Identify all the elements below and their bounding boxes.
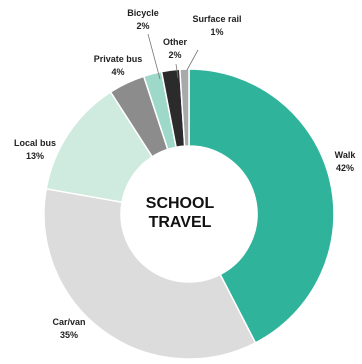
slice-label-private-bus: Private bus — [94, 54, 143, 64]
slice-value-private-bus: 4% — [111, 67, 124, 77]
slice-labels: Walk 42% Car/van 35% Local bus 13% Private bus… — [14, 8, 356, 340]
slice-label-bicycle: Bicycle — [127, 8, 159, 18]
connector-surface-rail — [186, 49, 199, 71]
center-title-line-2: TRAVEL — [149, 214, 212, 231]
slice-car-van — [43, 187, 257, 360]
slice-label-other: Other — [163, 37, 188, 47]
center-title-line-1: SCHOOL — [146, 195, 215, 212]
slice-value-walk: 42% — [336, 163, 354, 173]
slice-walk — [188, 68, 335, 344]
slice-value-bicycle: 2% — [136, 21, 149, 31]
connector-other — [175, 63, 179, 79]
slice-value-other: 2% — [168, 50, 181, 60]
donut-slices — [43, 68, 335, 360]
slice-value-car-van: 35% — [60, 330, 78, 340]
slice-label-car-van: Car/van — [52, 317, 85, 327]
slice-value-local-bus: 13% — [26, 151, 44, 161]
slice-value-surface-rail: 1% — [210, 27, 223, 37]
connector-bicycle — [147, 33, 161, 80]
slice-label-local-bus: Local bus — [14, 138, 56, 148]
label-connectors — [147, 33, 199, 80]
slice-surface-rail — [179, 68, 190, 147]
slice-label-surface-rail: Surface rail — [192, 14, 241, 24]
slice-label-walk: Walk — [335, 150, 357, 160]
